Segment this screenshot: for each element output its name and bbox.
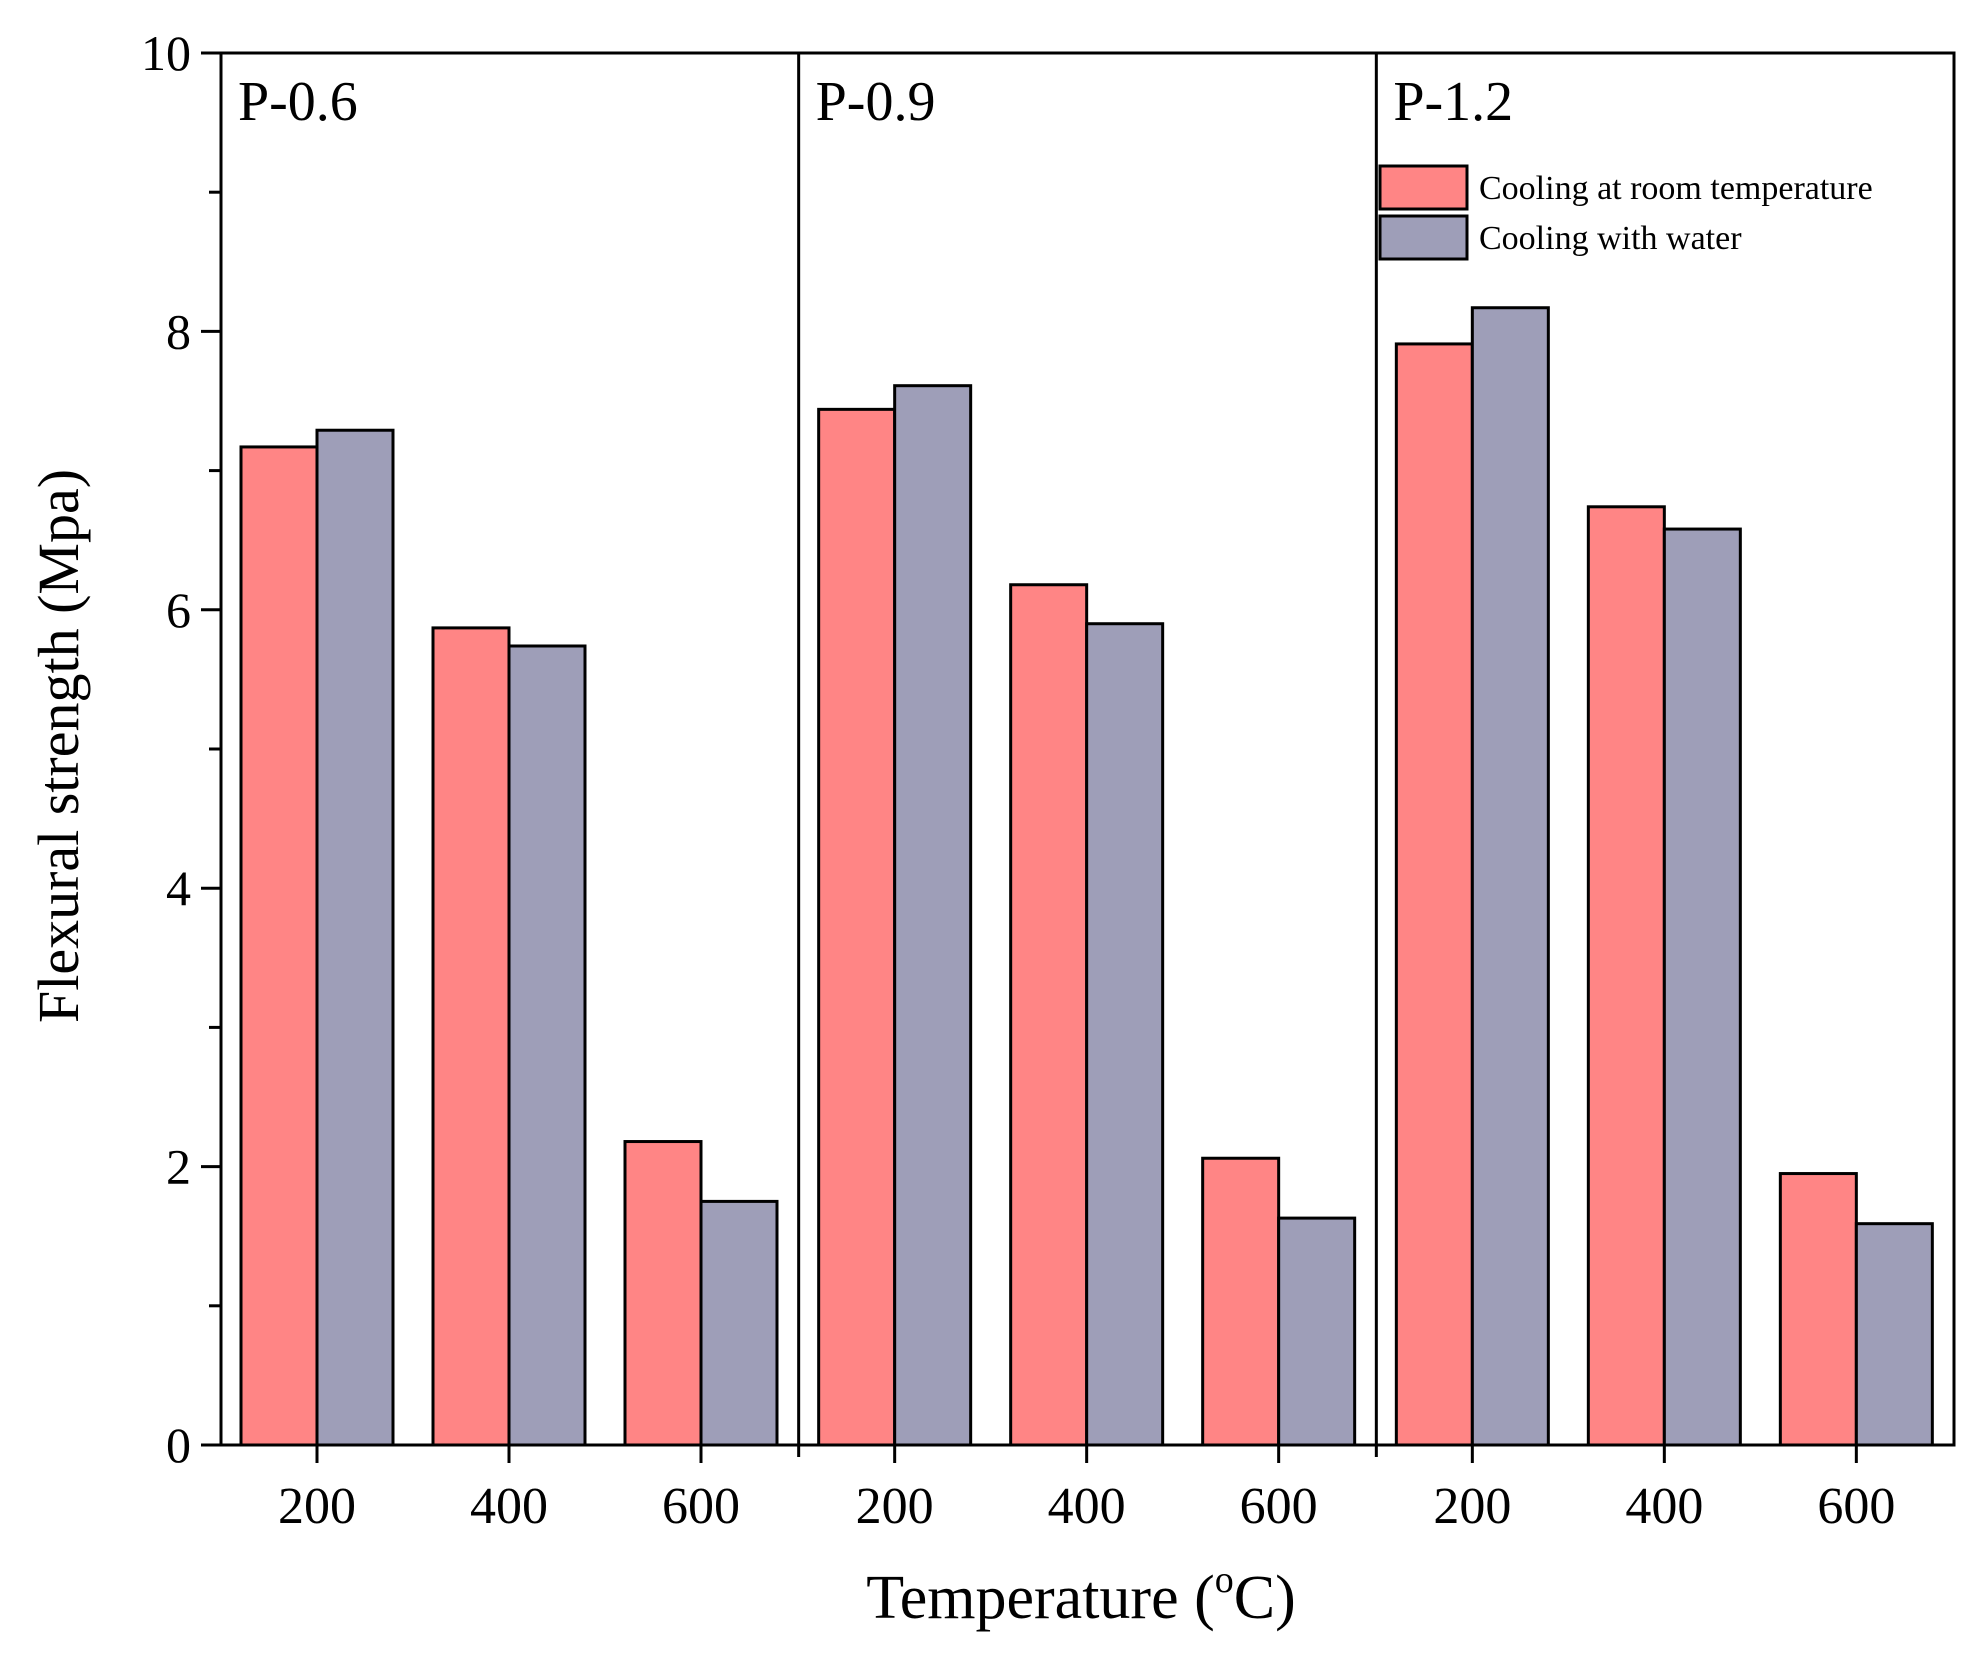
bar-P-0.6-400-series-2 [507, 644, 587, 1447]
bar-P-0.9-600-series-1 [1201, 1156, 1281, 1447]
x-tick-label: 200 [1433, 1478, 1511, 1535]
x-tick-label: 400 [1625, 1478, 1703, 1535]
y-axis-label: Flexural strength (Mpa) [26, 469, 91, 1023]
bar-P-0.6-600-series-1 [623, 1140, 703, 1447]
x-tick-label: 400 [1048, 1478, 1126, 1535]
ticks-layer [201, 51, 1858, 1463]
bar-P-0.9-200-series-2 [893, 384, 973, 1447]
bar-P-0.9-600-series-2 [1277, 1216, 1357, 1447]
bar-P-0.6-400-series-1 [431, 626, 511, 1447]
legend: Cooling at room temperature Cooling with … [1378, 164, 1873, 261]
x-tick-label: 200 [856, 1478, 934, 1535]
y-tick-label: 6 [166, 582, 191, 638]
x-tick-label: 600 [1240, 1478, 1318, 1535]
y-tick-label: 2 [166, 1139, 191, 1195]
bar-P-0.9-200-series-1 [817, 407, 897, 1447]
group-label-P-0.6: P-0.6 [238, 71, 358, 133]
x-axis-label: Temperature (oC) [866, 1559, 1296, 1632]
bar-P-0.6-200-series-1 [239, 445, 319, 1447]
x-axis-label-sup: o [1215, 1559, 1234, 1601]
y-tick-label: 0 [166, 1417, 191, 1473]
group-label-P-1.2: P-1.2 [1393, 71, 1513, 133]
bar-P-0.9-400-series-1 [1009, 583, 1089, 1447]
bar-P-0.6-600-series-2 [699, 1199, 779, 1447]
x-tick-label: 400 [470, 1478, 548, 1535]
bars-layer [239, 306, 1934, 1447]
x-tick-label: 200 [278, 1478, 356, 1535]
bar-P-1.2-400-series-2 [1662, 527, 1742, 1447]
bar-P-0.9-400-series-2 [1085, 622, 1165, 1447]
group-label-P-0.9: P-0.9 [816, 71, 936, 133]
legend-label-2: Cooling with water [1479, 220, 1742, 257]
y-tick-label: 10 [141, 25, 191, 81]
x-axis-label-main: Temperature ( [866, 1564, 1215, 1632]
labels-layer: 200 400 600 P-0.6 200 400 600 P-0.9 200 400 600 P-1… [141, 25, 1895, 1535]
legend-label-1: Cooling at room temperature [1479, 170, 1873, 207]
bar-P-1.2-200-series-2 [1470, 306, 1550, 1447]
legend-swatch-1 [1378, 164, 1469, 211]
legend-swatch-2 [1378, 214, 1469, 261]
x-tick-label: 600 [1817, 1478, 1895, 1535]
x-tick-label: 600 [662, 1478, 740, 1535]
bar-P-1.2-400-series-1 [1586, 505, 1666, 1447]
y-tick-label: 8 [166, 303, 191, 359]
bar-P-1.2-600-series-1 [1778, 1172, 1858, 1447]
bar-P-1.2-200-series-1 [1394, 342, 1474, 1447]
x-axis-label-tail: C) [1234, 1564, 1296, 1632]
bar-P-1.2-600-series-2 [1854, 1222, 1934, 1447]
bar-P-0.6-200-series-2 [315, 428, 395, 1447]
y-tick-label: 4 [166, 860, 191, 916]
